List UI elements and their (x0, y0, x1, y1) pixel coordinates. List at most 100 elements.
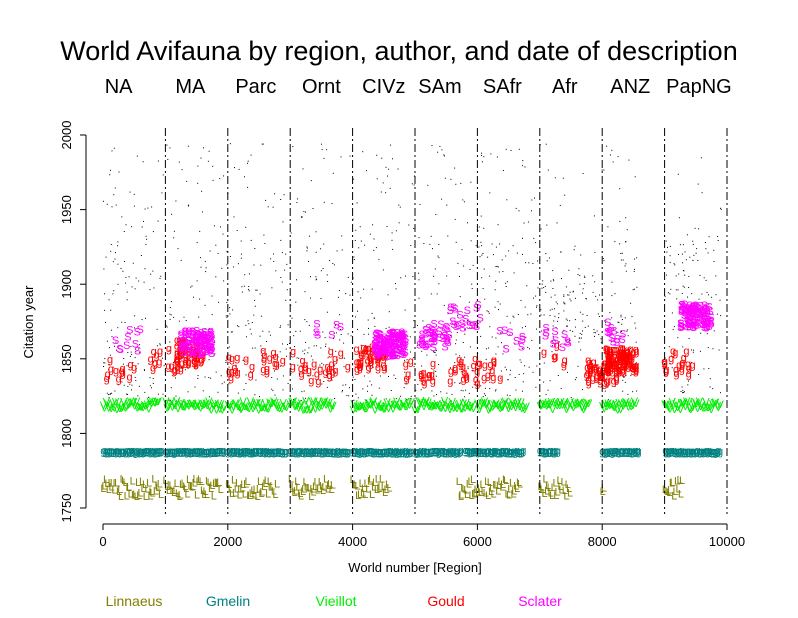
data-point (433, 370, 435, 372)
data-point: g (369, 445, 375, 457)
data-point: g (489, 365, 495, 377)
data-point: S (383, 340, 390, 352)
data-point: S (185, 335, 192, 347)
data-point (345, 293, 347, 295)
data-point: L (301, 484, 307, 496)
data-point (669, 293, 671, 295)
data-point (678, 253, 679, 255)
data-point (552, 325, 554, 327)
data-point: g (311, 446, 317, 458)
data-point: g (605, 354, 611, 366)
data-point: g (681, 446, 687, 458)
data-point (677, 289, 679, 291)
data-point: S (126, 324, 133, 336)
data-point: g (509, 446, 515, 458)
data-point: g (593, 364, 599, 376)
data-point: g (193, 445, 199, 457)
data-point: L (155, 482, 161, 494)
data-point (131, 286, 133, 288)
data-point (432, 248, 433, 250)
data-point (574, 319, 576, 321)
data-point (355, 393, 357, 395)
data-point: S (194, 329, 201, 341)
data-point (512, 315, 514, 317)
data-point: S (704, 311, 711, 323)
data-point: V (206, 401, 214, 413)
data-point (185, 342, 187, 344)
y-tick-label: 1750 (59, 494, 74, 523)
data-point: g (325, 361, 331, 373)
data-point: S (380, 338, 387, 350)
data-point: g (586, 361, 592, 373)
data-point: g (136, 446, 142, 458)
data-point (321, 383, 323, 385)
data-point (421, 365, 423, 367)
data-point: L (369, 489, 375, 501)
data-point (309, 235, 310, 237)
data-point: g (624, 349, 630, 361)
data-point: V (381, 404, 389, 416)
data-point (423, 243, 425, 244)
data-point (464, 396, 466, 398)
data-point: V (538, 400, 546, 412)
data-point (630, 302, 632, 304)
data-point (437, 151, 439, 153)
data-point: g (426, 369, 432, 381)
data-point: S (372, 330, 379, 342)
data-point (498, 309, 499, 311)
data-point (525, 336, 527, 338)
data-point (242, 359, 244, 361)
data-point: L (502, 474, 508, 486)
data-point: g (496, 446, 502, 458)
data-point: g (151, 346, 157, 358)
data-point: g (422, 446, 428, 458)
data-point: g (609, 446, 615, 458)
data-point: g (200, 351, 206, 363)
data-point: g (180, 344, 186, 356)
x-axis-label: World number [Region] (348, 560, 481, 575)
data-point: g (614, 344, 620, 356)
data-point (181, 346, 183, 348)
data-point: V (219, 404, 227, 416)
data-point: g (428, 446, 434, 458)
data-point: g (663, 446, 669, 458)
data-point (259, 293, 261, 295)
data-point: S (700, 319, 707, 331)
data-point: V (377, 402, 385, 414)
data-point: S (430, 318, 437, 330)
data-point: g (280, 355, 286, 367)
data-point (456, 331, 458, 333)
data-point: L (116, 486, 122, 498)
data-point: V (443, 400, 451, 412)
data-point (697, 260, 699, 261)
data-point (180, 367, 182, 368)
data-point (670, 288, 672, 290)
data-point: V (488, 399, 496, 411)
data-point: g (491, 445, 497, 457)
data-point (405, 275, 406, 277)
data-point (495, 246, 497, 248)
data-point (422, 320, 424, 322)
data-point (689, 256, 691, 258)
data-point: g (366, 347, 372, 359)
data-point: g (447, 376, 453, 388)
data-point: g (131, 362, 137, 374)
data-point (304, 397, 306, 399)
data-point: V (103, 396, 111, 408)
data-point: g (612, 358, 618, 370)
data-point: S (394, 350, 401, 362)
data-point (582, 320, 584, 322)
data-point: L (197, 474, 203, 486)
data-point: g (618, 348, 624, 360)
data-point: V (467, 402, 475, 414)
data-point: S (428, 337, 435, 349)
data-point (462, 398, 464, 400)
data-point: S (474, 300, 481, 312)
data-point: S (389, 327, 396, 339)
data-point: S (313, 319, 320, 331)
data-point: V (497, 403, 505, 415)
data-point (226, 250, 228, 252)
data-point: g (593, 361, 599, 373)
data-point: g (365, 362, 371, 374)
data-point: S (386, 328, 393, 340)
